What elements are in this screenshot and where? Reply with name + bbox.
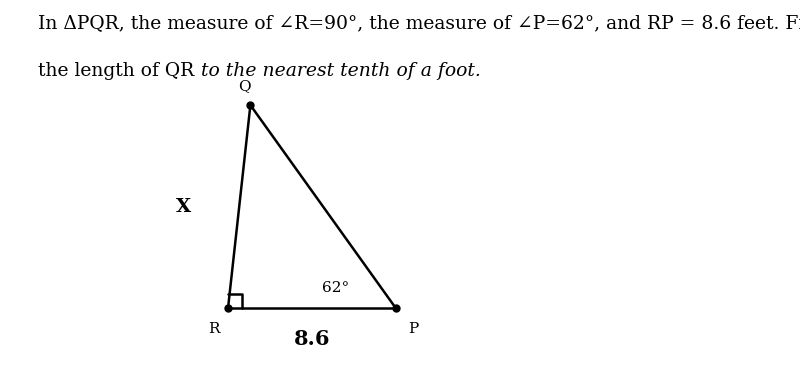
Text: Q: Q <box>238 80 250 93</box>
Text: to the nearest tenth of a foot.: to the nearest tenth of a foot. <box>201 62 481 80</box>
Text: 8.6: 8.6 <box>294 330 330 349</box>
Text: 62°: 62° <box>322 281 350 295</box>
Text: X: X <box>176 198 192 216</box>
Text: the length of QR: the length of QR <box>38 62 201 80</box>
Text: P: P <box>409 322 418 336</box>
Text: R: R <box>208 322 219 336</box>
Text: In ΔPQR, the measure of ∠R=90°, the measure of ∠P=62°, and RP = 8.6 feet. Find: In ΔPQR, the measure of ∠R=90°, the meas… <box>38 15 800 32</box>
